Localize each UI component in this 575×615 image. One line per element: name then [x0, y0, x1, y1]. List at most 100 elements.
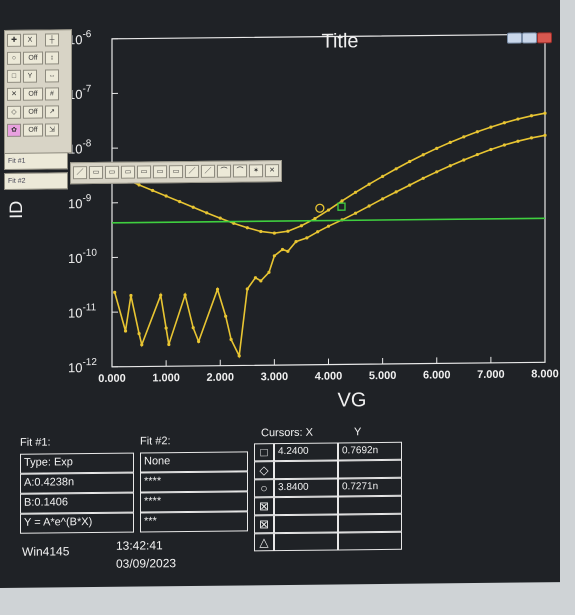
circle-tool-icon[interactable]: ○: [7, 51, 21, 65]
off-toggle[interactable]: Off: [23, 51, 43, 65]
fit-slope-icon[interactable]: ／: [185, 164, 199, 179]
data-point: [489, 125, 493, 129]
fit-star-icon[interactable]: ✶: [249, 164, 263, 178]
data-point: [286, 229, 290, 233]
step-tool-icon[interactable]: ⇲: [45, 123, 59, 137]
marker-tool-icon[interactable]: ◇: [7, 105, 21, 119]
data-point: [183, 293, 187, 297]
x-tick-label: 1.000: [152, 372, 180, 384]
cursor-square-marker[interactable]: [337, 202, 346, 211]
fit2-a-value: ****: [140, 471, 248, 493]
cursor-y-value: [338, 459, 402, 479]
data-point: [448, 140, 452, 144]
data-point: [381, 197, 385, 201]
data-point: [448, 164, 452, 168]
data-series-2: [113, 134, 546, 359]
cursor-x-value: [274, 460, 338, 480]
fit-slope2-icon[interactable]: ／: [201, 164, 215, 178]
data-point: [305, 236, 309, 240]
x-tick-label: 2.000: [206, 372, 234, 384]
cursor-box-x-icon[interactable]: ⊠: [254, 497, 274, 516]
grid-tool-icon[interactable]: #: [45, 87, 59, 101]
data-point: [286, 249, 290, 253]
fit-box4-icon[interactable]: ▭: [137, 165, 151, 179]
cursor-x-value: [274, 496, 338, 516]
pan-tool-icon[interactable]: ⇔: [45, 69, 59, 83]
cursor-box-x-icon[interactable]: ⊠: [254, 515, 274, 534]
fit1-header: Fit #1:: [20, 436, 51, 449]
data-point: [462, 158, 466, 162]
cursor-x-value: 3.8400: [274, 478, 338, 498]
crosshair-tool-icon[interactable]: ✚: [7, 33, 21, 47]
fit-box5-icon[interactable]: ▭: [153, 165, 167, 179]
fit2-b-value: ****: [140, 491, 248, 513]
data-point: [408, 159, 412, 164]
data-point: [137, 183, 141, 187]
fit-line-icon[interactable]: ／: [73, 166, 87, 180]
fit-box2-icon[interactable]: ▭: [105, 165, 119, 179]
data-point: [543, 111, 547, 115]
fit1-type: Type: Exp: [20, 452, 134, 474]
tool-palette: ✚ X ┼ ○ Off ↕ □ Y ⇔ ✕ Off # ◇ Off ↗ ✿ Of…: [4, 29, 72, 154]
arrow-tool-icon[interactable]: ↗: [45, 105, 59, 119]
data-point: [294, 240, 298, 244]
data-point: [129, 293, 133, 298]
cursor-y-value: [338, 513, 402, 533]
data-point: [367, 204, 371, 208]
fit2-equation: ***: [140, 511, 248, 533]
cross-tool-icon[interactable]: ✕: [7, 87, 21, 101]
data-point: [197, 339, 201, 344]
fit-clear-icon[interactable]: ✕: [265, 164, 279, 178]
off-toggle[interactable]: Off: [23, 105, 43, 119]
data-point: [137, 332, 141, 336]
cursor-circle-marker[interactable]: [315, 203, 325, 213]
cursor-triangle-icon[interactable]: △: [254, 533, 274, 552]
data-point: [237, 354, 241, 358]
cursor-x-value: [274, 532, 338, 552]
data-point: [543, 133, 547, 137]
fit1-b-value: B:0.1406: [20, 492, 134, 514]
zoom-box-tool-icon[interactable]: □: [7, 69, 21, 83]
fit2-type: None: [140, 451, 248, 473]
fit-box3-icon[interactable]: ▭: [121, 165, 135, 179]
data-point: [435, 170, 439, 174]
data-point: [394, 190, 398, 194]
off-toggle[interactable]: Off: [23, 123, 43, 137]
data-point: [272, 254, 276, 258]
data-point: [529, 136, 534, 140]
zoom-x-tool-icon[interactable]: X: [23, 33, 37, 47]
y-tool-icon[interactable]: Y: [23, 69, 37, 83]
maximize-button[interactable]: [522, 32, 537, 44]
y-tick-label: 10-10: [68, 248, 97, 266]
data-point: [381, 174, 385, 179]
cursor-y-value: 0.7271n: [338, 477, 402, 497]
color-tool-icon[interactable]: ✿: [7, 123, 21, 137]
fit-box6-icon[interactable]: ▭: [169, 165, 183, 179]
minimize-button[interactable]: [507, 32, 522, 44]
data-point: [191, 326, 195, 330]
fit1-selector[interactable]: Fit #1: [4, 152, 68, 170]
data-point: [272, 231, 276, 235]
x-tick-label: 7.000: [477, 369, 505, 381]
cursor-square-icon[interactable]: □: [254, 443, 274, 462]
fit-curve2-icon[interactable]: ⌒: [233, 164, 247, 178]
cursor-y-value: 0.7692n: [338, 441, 402, 461]
scale-tool-icon[interactable]: ↕: [45, 51, 59, 65]
cursor-circle-icon[interactable]: ○: [254, 479, 274, 498]
data-point: [489, 147, 493, 152]
x-tick-label: 6.000: [423, 369, 451, 381]
data-point: [340, 199, 344, 203]
data-point: [178, 200, 182, 204]
fit-box-icon[interactable]: ▭: [89, 165, 103, 180]
instrument-screen: 10-6 10-7 10-8 10-9 10-10 10-11 10-12 0.000 1.0…: [0, 0, 560, 588]
off-toggle[interactable]: Off: [23, 87, 43, 101]
fit2-selector[interactable]: Fit #2: [4, 172, 68, 190]
data-point: [421, 176, 425, 180]
axis-tool-icon[interactable]: ┼: [45, 33, 59, 47]
close-button[interactable]: [537, 32, 552, 44]
cursors-header-y: Y: [354, 426, 362, 439]
cursor-diamond-icon[interactable]: ◇: [254, 461, 274, 480]
data-point: [326, 208, 331, 212]
fit-curve-icon[interactable]: ⌒: [217, 164, 231, 178]
